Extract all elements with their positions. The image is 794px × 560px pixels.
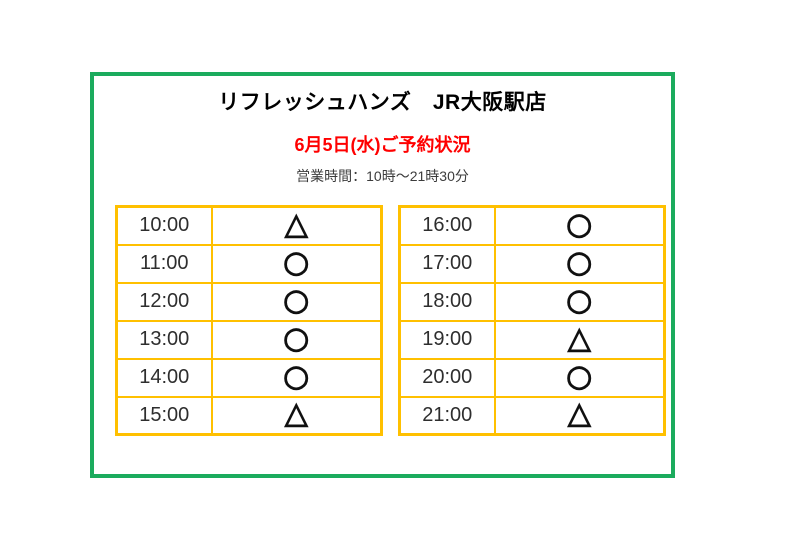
timeslot-row: 21:00 △ — [398, 395, 666, 436]
timeslot-table-early: 10:00 △ 11:00 ○ 12:00 ○ 13:00 ○ 14:00 ○ 15:00 △ — [115, 205, 383, 436]
circle-icon: ○ — [283, 320, 310, 356]
triangle-icon: △ — [284, 206, 308, 242]
timeslot-row: 17:00 ○ — [398, 243, 666, 284]
availability-circle-symbol: ○ — [210, 243, 383, 284]
circle-icon: ○ — [283, 244, 310, 280]
timeslot-row: 11:00 ○ — [115, 243, 383, 284]
triangle-icon: △ — [567, 396, 591, 432]
time-label: 11:00 — [115, 243, 213, 284]
time-label: 17:00 — [398, 243, 496, 284]
reservation-date-heading: 6月5日(水)ご予約状況 — [294, 135, 471, 155]
timeslot-row: 15:00 △ — [115, 395, 383, 436]
triangle-icon: △ — [284, 396, 308, 432]
time-label: 21:00 — [398, 395, 496, 436]
timeslot-row: 13:00 ○ — [115, 319, 383, 360]
availability-triangle-symbol: △ — [210, 205, 383, 246]
time-label: 12:00 — [115, 281, 213, 322]
circle-icon: ○ — [566, 206, 593, 242]
availability-circle-symbol: ○ — [493, 243, 666, 284]
time-label: 10:00 — [115, 205, 213, 246]
time-label: 19:00 — [398, 319, 496, 360]
timeslot-row: 10:00 △ — [115, 205, 383, 246]
circle-icon: ○ — [566, 358, 593, 394]
circle-icon: ○ — [283, 282, 310, 318]
timeslot-table-late: 16:00 ○ 17:00 ○ 18:00 ○ 19:00 △ 20:00 ○ 21:00 △ — [398, 205, 666, 436]
circle-icon: ○ — [566, 282, 593, 318]
availability-triangle-symbol: △ — [493, 395, 666, 436]
timeslot-row: 20:00 ○ — [398, 357, 666, 398]
availability-circle-symbol: ○ — [493, 281, 666, 322]
time-label: 20:00 — [398, 357, 496, 398]
time-label: 16:00 — [398, 205, 496, 246]
availability-triangle-symbol: △ — [493, 319, 666, 360]
business-hours: 営業時間：10時～21時30分 — [296, 168, 469, 184]
triangle-icon: △ — [567, 320, 591, 356]
timeslot-row: 12:00 ○ — [115, 281, 383, 322]
store-title: リフレッシュハンズ JR大阪駅店 — [218, 91, 547, 114]
time-label: 18:00 — [398, 281, 496, 322]
timeslot-row: 14:00 ○ — [115, 357, 383, 398]
availability-circle-symbol: ○ — [210, 357, 383, 398]
timeslot-row: 16:00 ○ — [398, 205, 666, 246]
timeslot-row: 19:00 △ — [398, 319, 666, 360]
circle-icon: ○ — [283, 358, 310, 394]
reservation-board-frame: リフレッシュハンズ JR大阪駅店 6月5日(水)ご予約状況 営業時間：10時～2… — [90, 72, 675, 478]
availability-circle-symbol: ○ — [210, 319, 383, 360]
availability-circle-symbol: ○ — [210, 281, 383, 322]
availability-triangle-symbol: △ — [210, 395, 383, 436]
circle-icon: ○ — [566, 244, 593, 280]
timeslot-row: 18:00 ○ — [398, 281, 666, 322]
availability-circle-symbol: ○ — [493, 205, 666, 246]
time-label: 15:00 — [115, 395, 213, 436]
availability-circle-symbol: ○ — [493, 357, 666, 398]
time-label: 13:00 — [115, 319, 213, 360]
time-label: 14:00 — [115, 357, 213, 398]
